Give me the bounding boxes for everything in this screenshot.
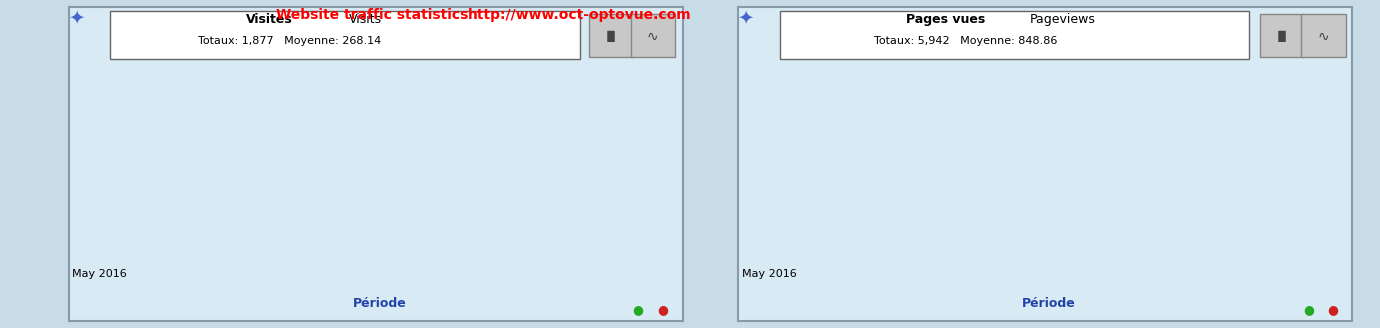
Text: Période: Période xyxy=(353,297,406,310)
Polygon shape xyxy=(1021,180,1042,248)
Text: 713: 713 xyxy=(856,167,878,176)
Bar xyxy=(976,191,1021,248)
Bar xyxy=(1259,177,1305,248)
Text: 236: 236 xyxy=(471,127,491,137)
Polygon shape xyxy=(1118,174,1183,184)
Polygon shape xyxy=(1163,174,1183,248)
Polygon shape xyxy=(589,130,656,140)
Text: May 2016: May 2016 xyxy=(72,269,127,279)
Polygon shape xyxy=(424,111,443,248)
Text: ●: ● xyxy=(1328,303,1339,317)
Polygon shape xyxy=(1259,166,1325,177)
Text: Website traffic statistics: Website traffic statistics xyxy=(276,8,469,22)
Text: Totaux: 5,942   Moyenne: 848.86: Totaux: 5,942 Moyenne: 848.86 xyxy=(875,36,1057,46)
Bar xyxy=(1046,173,1093,248)
Text: Pageviews: Pageviews xyxy=(1029,13,1096,26)
Bar xyxy=(834,188,880,248)
Text: 844: 844 xyxy=(926,155,948,165)
Polygon shape xyxy=(880,177,900,248)
Polygon shape xyxy=(448,138,513,148)
Text: Pageviews: Pageviews xyxy=(219,117,279,127)
Text: 256: 256 xyxy=(611,119,633,129)
Text: 752: 752 xyxy=(1140,163,1161,173)
Text: 277: 277 xyxy=(541,110,563,120)
Text: Visites: Visites xyxy=(246,13,293,26)
Polygon shape xyxy=(1188,134,1254,144)
Polygon shape xyxy=(235,110,301,120)
Text: ▐▌: ▐▌ xyxy=(603,31,620,42)
Polygon shape xyxy=(519,121,585,131)
Text: 304: 304 xyxy=(257,98,279,109)
Bar xyxy=(306,134,352,248)
Text: Totaux: 1,877   Moyenne: 268.14: Totaux: 1,877 Moyenne: 268.14 xyxy=(199,36,381,46)
Text: May 2016: May 2016 xyxy=(742,269,798,279)
Text: 1225: 1225 xyxy=(1206,123,1235,133)
Text: 269: 269 xyxy=(328,113,351,123)
Polygon shape xyxy=(164,138,230,149)
Bar xyxy=(448,148,494,248)
Polygon shape xyxy=(1046,163,1112,173)
Polygon shape xyxy=(1234,134,1254,248)
Text: ▐▌: ▐▌ xyxy=(1274,31,1290,42)
Polygon shape xyxy=(282,110,301,248)
Polygon shape xyxy=(211,138,230,248)
Polygon shape xyxy=(352,124,373,248)
Polygon shape xyxy=(306,124,373,134)
Bar xyxy=(377,121,424,248)
Polygon shape xyxy=(494,138,513,248)
Text: 678: 678 xyxy=(998,169,1020,179)
Polygon shape xyxy=(636,130,656,248)
Text: ●: ● xyxy=(657,303,668,317)
Bar xyxy=(904,176,951,248)
Polygon shape xyxy=(976,180,1042,191)
Polygon shape xyxy=(377,111,443,121)
Text: Période: Période xyxy=(1023,297,1075,310)
Text: Pages vues: Pages vues xyxy=(219,91,282,101)
Text: ∿: ∿ xyxy=(1318,30,1329,43)
Polygon shape xyxy=(834,177,900,188)
Polygon shape xyxy=(951,166,970,248)
Text: 235: 235 xyxy=(186,128,208,137)
Text: ●: ● xyxy=(1303,303,1314,317)
Text: ∿: ∿ xyxy=(647,30,658,43)
Bar xyxy=(235,120,282,248)
Text: http://www.oct-optovue.com: http://www.oct-optovue.com xyxy=(468,8,691,22)
Bar xyxy=(1188,144,1234,248)
Bar xyxy=(164,149,211,248)
Text: 843: 843 xyxy=(1281,155,1303,166)
Bar xyxy=(1118,184,1163,248)
Bar xyxy=(589,140,636,248)
Text: ●: ● xyxy=(632,303,643,317)
Bar xyxy=(519,131,564,248)
Polygon shape xyxy=(904,166,970,176)
Polygon shape xyxy=(564,121,585,248)
Text: ✦: ✦ xyxy=(737,8,753,27)
Text: Visits: Visits xyxy=(349,13,382,26)
Text: 887: 887 xyxy=(1068,152,1090,162)
Polygon shape xyxy=(1305,166,1325,248)
Text: Pages vues: Pages vues xyxy=(905,13,985,26)
Polygon shape xyxy=(1093,163,1112,248)
Text: ✦: ✦ xyxy=(68,8,84,27)
Text: 300: 300 xyxy=(399,100,421,110)
